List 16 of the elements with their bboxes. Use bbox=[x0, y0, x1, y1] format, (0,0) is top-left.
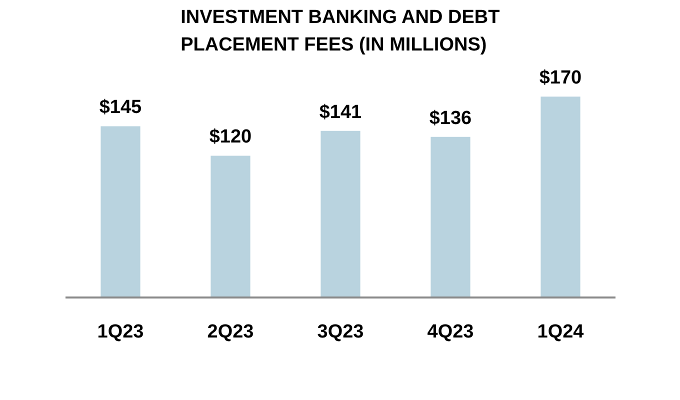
x-tick-label: 1Q24 bbox=[537, 322, 584, 342]
x-tick-label: 4Q23 bbox=[427, 322, 474, 342]
bar bbox=[540, 96, 580, 298]
data-label: $170 bbox=[539, 68, 582, 89]
data-label: $145 bbox=[99, 97, 142, 118]
data-label: $120 bbox=[209, 126, 252, 148]
x-tick-label: 2Q23 bbox=[207, 322, 254, 342]
x-tick-label: 1Q23 bbox=[97, 322, 144, 342]
chart-title: INVESTMENT BANKING AND DEBT PLACEMENT FEES (IN MILLIONS) bbox=[180, 7, 500, 56]
bar bbox=[430, 136, 470, 298]
bar bbox=[100, 126, 140, 298]
bar bbox=[320, 130, 360, 298]
x-tick-label: 3Q23 bbox=[317, 322, 364, 342]
data-label: $136 bbox=[429, 108, 472, 129]
data-label: $141 bbox=[319, 102, 362, 123]
bar bbox=[210, 156, 250, 298]
